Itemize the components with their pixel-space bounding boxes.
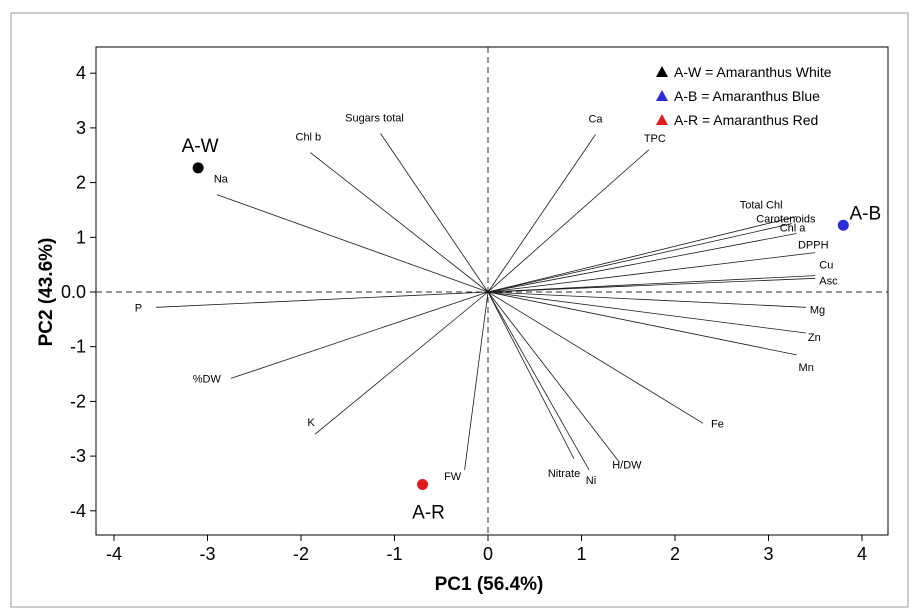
- loading-vector-ca: [487, 134, 596, 293]
- loading-vector-chl-a: [487, 233, 797, 293]
- y-tick-label: 0.0: [61, 282, 86, 302]
- loading-label-asc: Asc: [819, 275, 838, 287]
- loading-vector-mn: [487, 291, 797, 356]
- loading-label-mn: Mn: [799, 362, 814, 374]
- score-label-a-w: A-W: [182, 136, 219, 157]
- loading-label-sugars-total: Sugars total: [345, 112, 404, 124]
- loading-vector-mg: [487, 291, 806, 308]
- x-tick-label: -1: [386, 544, 402, 564]
- loading-vector-h-dw: [487, 291, 620, 462]
- loading-vector-fw: [464, 291, 489, 470]
- legend-label-a-b: A-B = Amaranthus Blue: [674, 88, 820, 104]
- legend-label-a-w: A-W = Amaranthus White: [674, 64, 832, 80]
- y-tick-label: -4: [70, 501, 86, 521]
- legend-marker-a-w-triangle-icon: [656, 66, 668, 77]
- loading-vector-carotenoids: [487, 223, 792, 293]
- loading-vector-total-chl: [487, 216, 797, 293]
- loading-label-dw: %DW: [193, 373, 222, 385]
- y-tick-label: 1: [76, 227, 86, 247]
- y-tick-label: 2: [76, 173, 86, 193]
- loading-vector-dw: [230, 291, 489, 379]
- loading-label-ca: Ca: [588, 113, 603, 125]
- score-points: A-W A-B A-R: [182, 136, 881, 524]
- loading-vector-tpc: [487, 149, 650, 293]
- loading-label-cu: Cu: [819, 260, 833, 272]
- loading-label-chl-b: Chl b: [296, 132, 322, 144]
- loading-label-tpc: TPC: [644, 133, 666, 145]
- loading-label-zn: Zn: [808, 332, 821, 344]
- loading-label-k: K: [307, 417, 315, 429]
- y-tick-label: 3: [76, 118, 86, 138]
- score-point-a-r: [417, 479, 429, 491]
- x-axis-ticks: -4 -3 -2 -1 0 1 2 3 4: [106, 535, 867, 564]
- loading-vectors: Chl b Sugars total Na Ca TPC Total Chl Caroten…: [135, 112, 838, 486]
- score-label-a-r: A-R: [412, 503, 445, 524]
- x-tick-label: 3: [763, 544, 773, 564]
- loading-vector-fe: [487, 291, 704, 424]
- loading-vector-nitrate: [487, 291, 575, 460]
- score-label-a-b: A-B: [849, 203, 881, 224]
- x-tick-label: 2: [670, 544, 680, 564]
- x-tick-label: -3: [199, 544, 215, 564]
- legend: A-W = Amaranthus White A-B = Amaranthus B…: [656, 64, 832, 128]
- loading-label-nitrate: Nitrate: [548, 468, 580, 480]
- loading-label-fw: FW: [444, 471, 462, 483]
- loading-label-carotenoids: Carotenoids: [756, 214, 816, 226]
- y-tick-label: -3: [70, 446, 86, 466]
- loading-vector-k: [314, 291, 489, 435]
- loading-label-p: P: [135, 302, 142, 314]
- outer-border: [10, 12, 909, 608]
- y-tick-label: -2: [70, 391, 86, 411]
- loading-label-chl-a: Chl a: [780, 222, 807, 234]
- loading-vector-asc: [487, 277, 816, 293]
- legend-marker-a-b-triangle-icon: [656, 90, 668, 101]
- loading-label-ni: Ni: [586, 475, 596, 487]
- loading-vector-dpph: [487, 252, 816, 293]
- loading-label-total-chl: Total Chl: [740, 200, 783, 212]
- y-axis-title: PC2 (43.6%): [36, 238, 57, 347]
- x-tick-label: -2: [293, 544, 309, 564]
- loading-vector-na: [216, 194, 489, 293]
- y-tick-label: 4: [76, 63, 86, 83]
- loading-vector-p: [156, 291, 489, 308]
- legend-label-a-r: A-R = Amaranthus Red: [674, 112, 818, 128]
- y-tick-label: -1: [70, 337, 86, 357]
- x-tick-label: -4: [106, 544, 122, 564]
- loading-vector-cu: [487, 275, 816, 293]
- legend-marker-a-r-triangle-icon: [656, 114, 668, 125]
- loading-label-mg: Mg: [810, 304, 825, 316]
- score-point-a-b: [837, 219, 849, 231]
- loading-vector-sugars-total: [380, 133, 489, 293]
- x-tick-label: 0: [483, 544, 493, 564]
- y-axis-ticks: -4 -3 -2 -1 0.0 1 2 3 4: [61, 63, 96, 521]
- loading-label-dpph: DPPH: [798, 240, 829, 252]
- x-tick-label: 1: [576, 544, 586, 564]
- x-axis-title: PC1 (56.4%): [435, 574, 544, 595]
- x-tick-label: 4: [857, 544, 867, 564]
- loading-vector-chl-b: [310, 152, 489, 293]
- loading-vector-ni: [487, 291, 590, 470]
- loading-vector-zn: [487, 291, 806, 334]
- plot-area: [95, 46, 889, 536]
- loading-label-fe: Fe: [711, 418, 724, 430]
- loading-label-na: Na: [214, 174, 229, 186]
- score-point-a-w: [192, 162, 204, 174]
- loading-label-h-dw: H/DW: [612, 460, 642, 472]
